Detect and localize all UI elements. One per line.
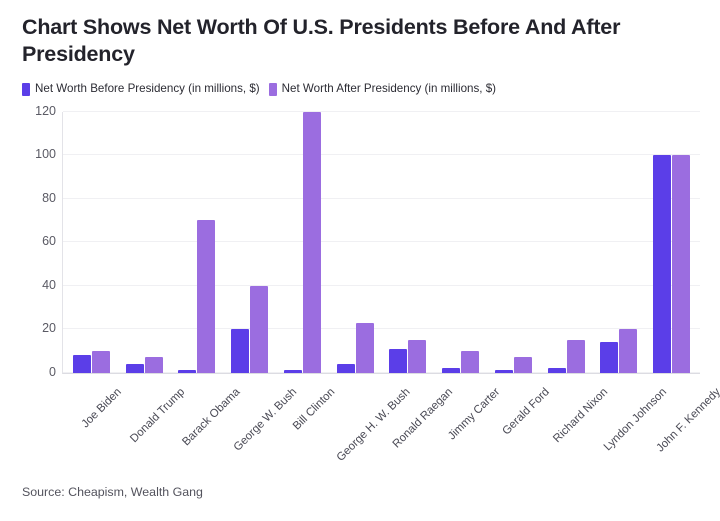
bar-before[interactable] [283, 370, 302, 373]
bar-group [382, 112, 435, 373]
chart-legend: Net Worth Before Presidency (in millions… [22, 82, 702, 96]
bar-group [276, 111, 329, 373]
x-axis-label-cell: John F. Kennedy [645, 380, 720, 466]
bar-group [65, 112, 118, 373]
legend-swatch-after [268, 82, 277, 96]
gridline: 120 [35, 104, 700, 118]
bar-group [540, 112, 593, 373]
x-axis-label-cell: Barack Obama [170, 380, 242, 466]
bar-before[interactable] [72, 355, 91, 373]
bar-after[interactable] [144, 357, 163, 373]
y-axis-tick-label: 100 [35, 147, 56, 162]
page-title: Chart Shows Net Worth Of U.S. Presidents… [22, 15, 621, 67]
x-axis-label-cell: Joe Biden [64, 380, 124, 466]
bar-after[interactable] [91, 350, 110, 373]
bar-group [329, 112, 382, 373]
legend-item-after[interactable]: Net Worth After Presidency (in millions,… [268, 82, 497, 96]
bar-after[interactable] [250, 285, 269, 373]
x-axis-label-cell: Richard Nixon [539, 380, 610, 466]
bar-after[interactable] [302, 111, 321, 373]
bar-group [593, 112, 646, 373]
x-axis-label-cell: Donald Trump [117, 380, 187, 466]
y-axis-tick-label: 20 [42, 321, 56, 336]
bar-group [487, 112, 540, 373]
x-axis-label-cell: Jimmy Carter [434, 380, 502, 466]
bar-before[interactable] [178, 370, 197, 373]
bar-group [645, 112, 698, 373]
bar-after[interactable] [355, 322, 374, 373]
x-axis-label-cell: Gerald Ford [487, 380, 551, 466]
bar-after[interactable] [566, 339, 585, 373]
gridline: 40 [42, 278, 700, 292]
legend-item-before[interactable]: Net Worth Before Presidency (in millions… [22, 82, 260, 96]
bar-before[interactable] [389, 348, 408, 373]
bar-group [434, 112, 487, 373]
bar-after[interactable] [197, 220, 216, 373]
gridline: 100 [35, 147, 700, 161]
legend-label-after: Net Worth After Presidency (in millions,… [281, 82, 497, 96]
y-axis-tick-label: 60 [42, 234, 56, 249]
x-axis-label-cell: George H. W. Bush [328, 380, 412, 466]
bars-layer [63, 111, 700, 373]
x-axis-labels: Joe Biden Donald Trump Barack Obama George … [62, 380, 720, 466]
bar-group [223, 112, 276, 373]
x-axis-label-cell: George W. Bush [222, 380, 300, 466]
bar-after[interactable] [619, 329, 638, 373]
plot-area: 0 20 40 60 80 100 120 [35, 104, 700, 379]
x-axis-label-cell: Ronald Raegan [381, 380, 455, 466]
gridline: 0 [49, 365, 700, 379]
gridline: 80 [42, 191, 700, 205]
bar-before[interactable] [494, 370, 513, 373]
bar-before[interactable] [125, 363, 144, 373]
legend-swatch-before [22, 82, 30, 96]
source-note: Source: Cheapism, Wealth Gang [22, 485, 203, 499]
bar-before[interactable] [336, 363, 355, 373]
bar-before[interactable] [442, 368, 461, 373]
bar-before[interactable] [653, 155, 672, 373]
y-axis-tick-label: 0 [49, 364, 56, 379]
x-axis-label-cell: Bill Clinton [275, 380, 338, 466]
bar-after[interactable] [513, 357, 532, 373]
bar-group [118, 112, 171, 373]
bar-group [171, 112, 224, 373]
bar-before[interactable] [547, 368, 566, 373]
bar-before[interactable] [600, 342, 619, 373]
y-axis-tick-label: 40 [42, 277, 56, 292]
x-axis-tick-label: John F. Kennedy [653, 385, 720, 455]
legend-label-before: Net Worth Before Presidency (in millions… [35, 82, 260, 96]
chart-plot-wrapper: 0 20 40 60 80 100 120 Joe Biden Donald Trump Bar… [18, 104, 720, 464]
y-axis-tick-label: 80 [42, 190, 56, 205]
gridline: 60 [42, 234, 700, 248]
bar-before[interactable] [231, 329, 250, 373]
x-axis-label-cell: Lyndon Johnson [592, 380, 668, 466]
bar-after[interactable] [461, 350, 480, 373]
bar-after[interactable] [672, 155, 691, 373]
gridline: 20 [42, 321, 700, 335]
y-axis-tick-label: 120 [35, 103, 56, 118]
bar-after[interactable] [408, 339, 427, 373]
